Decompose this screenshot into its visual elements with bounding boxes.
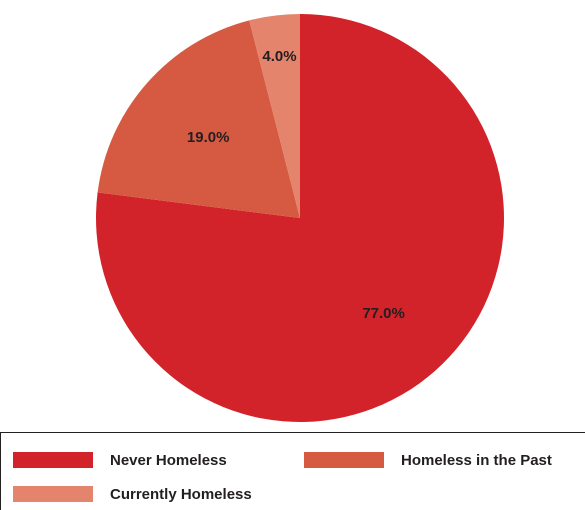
legend-swatch-homeless-in-the-past: [304, 452, 384, 468]
legend-swatch-never-homeless: [13, 452, 93, 468]
pie-label-currently-homeless: 4.0%: [262, 48, 296, 65]
pie-slice-never-homeless: [96, 14, 505, 422]
pie-labels: 77.0% 19.0% 4.0%: [187, 48, 405, 322]
legend-label-never-homeless: Never Homeless: [110, 451, 227, 469]
pie-slices: [96, 14, 505, 422]
legend-label-homeless-in-the-past: Homeless in the Past: [401, 451, 552, 469]
legend-swatch-currently-homeless: [13, 486, 93, 502]
pie-slice-currently-homeless: [249, 14, 300, 218]
legend-item-currently-homeless: Currently Homeless: [13, 484, 252, 504]
legend-item-never-homeless: Never Homeless: [13, 450, 227, 470]
pie-label-homeless-in-the-past: 19.0%: [187, 129, 230, 146]
legend-item-homeless-in-the-past: Homeless in the Past: [304, 450, 552, 470]
legend: Never Homeless Homeless in the Past Curr…: [0, 432, 585, 510]
pie-slice-homeless-in-the-past: [97, 20, 300, 218]
pie-label-never-homeless: 77.0%: [362, 305, 405, 322]
legend-label-currently-homeless: Currently Homeless: [110, 485, 252, 503]
